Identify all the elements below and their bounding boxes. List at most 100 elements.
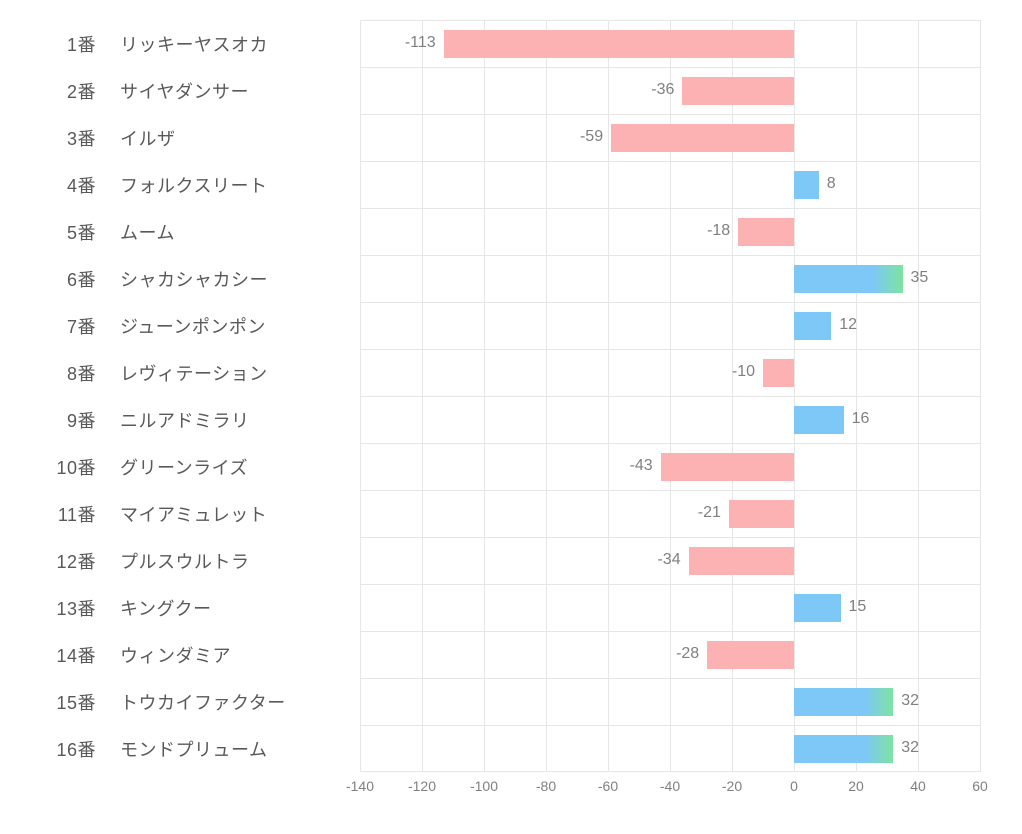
y-label: 3番イルザ	[30, 114, 360, 161]
bar	[794, 688, 893, 716]
entry-name: キングクー	[100, 595, 212, 621]
chart-row	[360, 396, 980, 443]
y-label: 8番レヴィテーション	[30, 349, 360, 396]
entry-number: 4番	[30, 172, 100, 198]
bar	[794, 406, 844, 434]
entry-name: レヴィテーション	[100, 360, 268, 386]
plot-area: -140-120-100-80-60-40-200204060-113-36-5…	[360, 20, 980, 772]
value-label: 8	[827, 175, 836, 193]
x-tick-label: -40	[660, 778, 680, 794]
value-label: 16	[852, 410, 870, 428]
bar	[661, 453, 794, 481]
bar	[794, 312, 831, 340]
x-tick-label: -140	[346, 778, 374, 794]
entry-number: 2番	[30, 78, 100, 104]
entry-name: ジューンポンポン	[100, 313, 266, 339]
value-label: 12	[839, 316, 857, 334]
value-label: -43	[630, 457, 653, 475]
x-tick-label: 0	[790, 778, 798, 794]
y-label: 2番サイヤダンサー	[30, 67, 360, 114]
entry-number: 10番	[30, 454, 100, 480]
y-label: 10番グリーンライズ	[30, 443, 360, 490]
entry-number: 11番	[30, 501, 100, 527]
bar	[794, 171, 819, 199]
gridline	[980, 20, 981, 772]
y-label: 14番ウィンダミア	[30, 631, 360, 678]
y-label: 12番プルスウルトラ	[30, 537, 360, 584]
entry-number: 13番	[30, 595, 100, 621]
entry-number: 8番	[30, 360, 100, 386]
chart-row	[360, 584, 980, 631]
value-label: 32	[901, 692, 919, 710]
bar	[689, 547, 794, 575]
entry-name: イルザ	[100, 125, 176, 151]
chart-row	[360, 302, 980, 349]
entry-name: モンドプリューム	[100, 736, 267, 762]
y-label: 9番ニルアドミラリ	[30, 396, 360, 443]
y-label: 7番ジューンポンポン	[30, 302, 360, 349]
bar	[682, 77, 794, 105]
entry-name: ウィンダミア	[100, 642, 231, 668]
entry-number: 9番	[30, 407, 100, 433]
entry-name: サイヤダンサー	[100, 78, 249, 104]
entry-number: 6番	[30, 266, 100, 292]
x-tick-label: 40	[910, 778, 926, 794]
entry-number: 16番	[30, 736, 100, 762]
entry-number: 14番	[30, 642, 100, 668]
chart-row	[360, 161, 980, 208]
x-tick-label: -20	[722, 778, 742, 794]
y-label: 13番キングクー	[30, 584, 360, 631]
bar	[611, 124, 794, 152]
value-label: -28	[676, 645, 699, 663]
entry-name: トウカイファクター	[100, 689, 286, 715]
entry-name: フォルクスリート	[100, 172, 267, 198]
bar	[794, 594, 841, 622]
x-tick-label: -60	[598, 778, 618, 794]
x-tick-label: -120	[408, 778, 436, 794]
bar	[794, 735, 893, 763]
chart-row	[360, 631, 980, 678]
value-label: -113	[405, 34, 436, 52]
y-label: 11番マイアミュレット	[30, 490, 360, 537]
bar	[763, 359, 794, 387]
x-tick-label: 60	[972, 778, 988, 794]
entry-number: 7番	[30, 313, 100, 339]
horizontal-bar-chart: 1番リッキーヤスオカ2番サイヤダンサー3番イルザ4番フォルクスリート5番ムーム6…	[0, 0, 1022, 834]
entry-name: リッキーヤスオカ	[100, 31, 268, 57]
value-label: 32	[901, 739, 919, 757]
bar	[707, 641, 794, 669]
value-label: -18	[707, 222, 730, 240]
value-label: 35	[911, 269, 929, 287]
entry-name: マイアミュレット	[100, 501, 267, 527]
entry-name: ニルアドミラリ	[100, 407, 250, 433]
value-label: 15	[849, 598, 867, 616]
x-tick-label: -80	[536, 778, 556, 794]
bar	[794, 265, 903, 293]
entry-number: 12番	[30, 548, 100, 574]
entry-name: プルスウルトラ	[100, 548, 250, 574]
value-label: -34	[657, 551, 680, 569]
y-label: 1番リッキーヤスオカ	[30, 20, 360, 67]
bar	[444, 30, 794, 58]
entry-number: 3番	[30, 125, 100, 151]
entry-name: グリーンライズ	[100, 454, 248, 480]
entry-number: 1番	[30, 31, 100, 57]
y-label: 16番モンドプリューム	[30, 725, 360, 772]
entry-name: シャカシャカシー	[100, 266, 268, 292]
entry-name: ムーム	[100, 219, 175, 245]
x-tick-label: -100	[470, 778, 498, 794]
x-tick-label: 20	[848, 778, 864, 794]
value-label: -21	[698, 504, 721, 522]
chart-row	[360, 490, 980, 537]
entry-number: 15番	[30, 689, 100, 715]
y-label: 15番トウカイファクター	[30, 678, 360, 725]
entry-number: 5番	[30, 219, 100, 245]
value-label: -59	[580, 128, 603, 146]
y-label: 6番シャカシャカシー	[30, 255, 360, 302]
bar	[729, 500, 794, 528]
value-label: -10	[732, 363, 755, 381]
chart-row	[360, 349, 980, 396]
chart-row	[360, 208, 980, 255]
bar	[738, 218, 794, 246]
y-label: 4番フォルクスリート	[30, 161, 360, 208]
